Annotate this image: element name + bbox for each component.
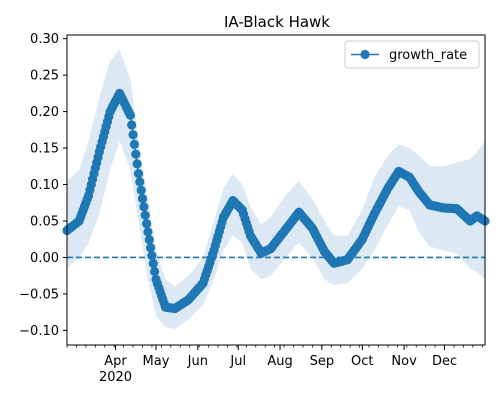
legend-marker [360, 49, 370, 60]
growth-rate-point [128, 130, 138, 140]
y-tick-label: 0.05 [30, 215, 59, 230]
growth-rate-point [131, 149, 141, 159]
growth-rate-point [127, 120, 137, 130]
growth-rate-point [132, 159, 142, 169]
x-tick-label: Jul [229, 354, 246, 369]
growth-rate-point [129, 139, 139, 149]
x-tick-label: Sep [310, 354, 335, 369]
x-tick-label: Apr [104, 354, 127, 369]
legend: growth_rate [344, 40, 480, 69]
growth-rate-point [140, 210, 150, 220]
growth-rate-point [137, 194, 148, 204]
x-tick-label: May [143, 354, 170, 369]
x-tick-label: Nov [391, 354, 417, 369]
growth-rate-series [62, 88, 490, 314]
x-tick-label: Jun [187, 354, 208, 369]
growth-rate-point [147, 251, 157, 261]
y-tick-label: 0.10 [30, 178, 59, 193]
growth-rate-point [148, 258, 158, 269]
growth-rate-point [150, 266, 160, 277]
growth-rate-point [139, 202, 149, 212]
growth-rate-point [135, 177, 145, 187]
growth-rate-point [143, 227, 153, 237]
y-tick-label: −0.05 [19, 287, 59, 302]
x-tick-label: Oct [351, 354, 373, 369]
legend-box [344, 40, 480, 69]
y-tick-label: 0.25 [30, 69, 59, 84]
growth-rate-point [125, 110, 135, 120]
x-tick-label: Aug [267, 354, 292, 369]
growth-rate-point [146, 243, 156, 253]
y-tick-label: 0.00 [30, 251, 59, 266]
plot-frame [66, 34, 486, 346]
growth-rate-point [133, 169, 144, 179]
growth-rate-point [144, 235, 154, 245]
y-tick-label: −0.10 [19, 324, 59, 339]
growth-rate-point [142, 219, 152, 229]
y-tick-label: 0.15 [30, 142, 59, 157]
y-tick-label: 0.20 [30, 105, 59, 120]
confidence-band [67, 49, 485, 329]
confidence-band-area [67, 49, 485, 329]
growth-rate-point [136, 185, 146, 195]
legend-label: growth_rate [389, 48, 467, 63]
y-tick-label: 0.30 [30, 32, 59, 47]
x-tick-label: Dec [432, 354, 457, 369]
x-tick-sublabel: 2020 [99, 370, 132, 385]
axes: −0.10 −0.05 0.00 0.05 0.10 0.15 0.20 0.25 0.30 Ap… [19, 32, 486, 385]
chart-title: IA-Black Hawk [224, 13, 330, 31]
